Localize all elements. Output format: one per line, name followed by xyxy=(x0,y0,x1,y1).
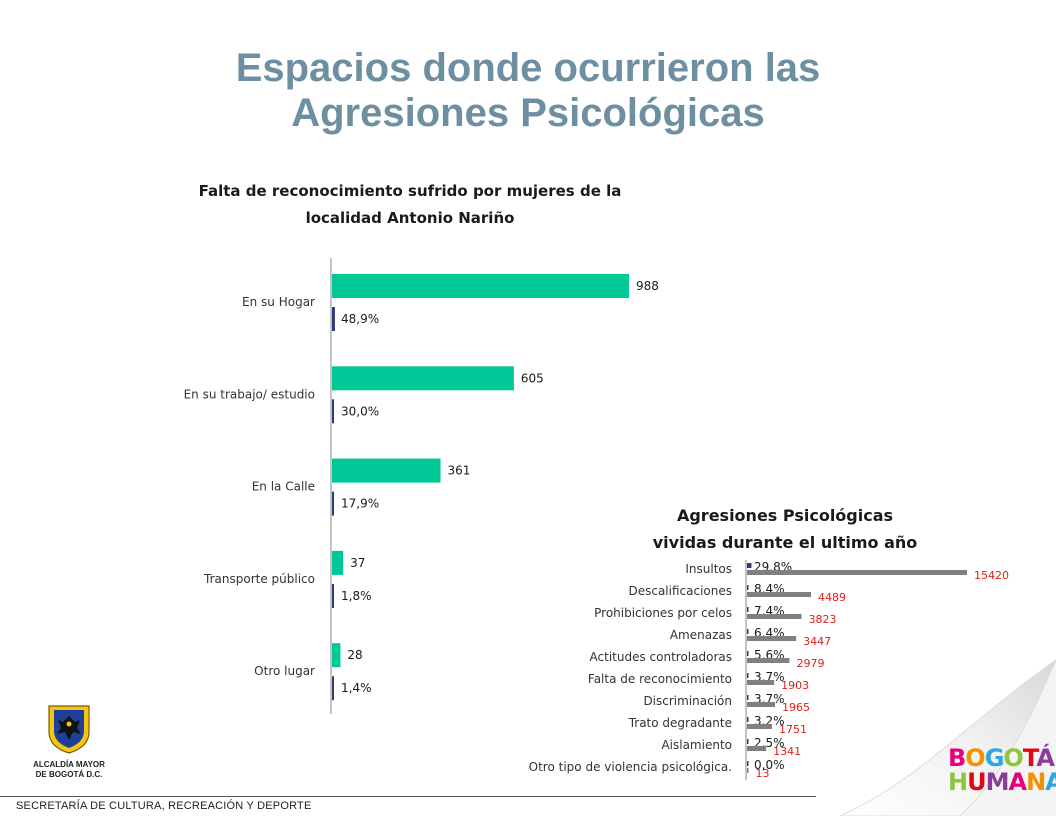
chart2-bar-count-insultos xyxy=(747,570,967,575)
bogota-humana-logo: BOGOTÁ HUMANA xyxy=(948,744,1056,796)
chart2-bar-pct-discriminacion xyxy=(747,695,749,700)
chart1-bar-pct-en-su-hogar xyxy=(332,307,335,331)
chart1-category-otro-lugar: Otro lugar xyxy=(254,664,315,678)
chart2-label-count-falta-de-reconocimiento: 1903 xyxy=(781,679,809,692)
chart2-bar-pct-insultos xyxy=(747,563,752,568)
chart2-category-trato-degradante: Trato degradante xyxy=(628,716,732,730)
chart1-bar-count-otro-lugar xyxy=(332,643,341,668)
chart2-category-discriminacion: Discriminación xyxy=(643,694,732,708)
chart2-label-count-otro-tipo-de-violencia-psicologica: 13 xyxy=(756,767,770,780)
logo-right-line2: HUMANA xyxy=(948,768,1056,796)
chart1-bar-pct-otro-lugar xyxy=(332,676,334,701)
chart1-bar-count-en-su-hogar xyxy=(332,274,629,298)
chart1-title-line2: localidad Antonio Nariño xyxy=(305,209,515,227)
chart2-bar-pct-trato-degradante xyxy=(747,717,749,722)
footer-divider xyxy=(0,796,816,797)
chart2-label-count-actitudes-controladoras: 2979 xyxy=(797,657,825,670)
chart1-title-line1: Falta de reconocimiento sufrido por muje… xyxy=(198,182,622,200)
alcaldia-logo: ALCALDÍA MAYOR DE BOGOTÁ D.C. xyxy=(16,702,122,780)
chart2-category-insultos: Insultos xyxy=(685,562,732,576)
chart2-category-aislamiento: Aislamiento xyxy=(661,738,732,752)
chart2-label-count-insultos: 15420 xyxy=(974,569,1009,582)
chart1-title: Falta de reconocimiento sufrido por muje… xyxy=(150,178,670,232)
chart1-label-pct-en-la-calle: 17,9% xyxy=(341,497,379,511)
chart1-category-en-su-hogar: En su Hogar xyxy=(242,295,315,309)
chart1-bar-pct-en-su-trabajo-estudio xyxy=(332,399,334,424)
chart2-bar-pct-otro-tipo-de-violencia-psicologica xyxy=(747,761,749,766)
chart2-bar-count-otro-tipo-de-violencia-psicologica xyxy=(747,768,749,773)
chart2-label-count-trato-degradante: 1751 xyxy=(779,723,807,736)
chart1-label-pct-en-su-hogar: 48,9% xyxy=(341,312,379,326)
logo-right-line1: BOGOTÁ xyxy=(948,744,1055,772)
chart1-label-count-en-su-hogar: 988 xyxy=(636,279,659,293)
chart2-bar-pct-actitudes-controladoras xyxy=(747,651,749,656)
chart2-category-prohibiciones-por-celos: Prohibiciones por celos xyxy=(594,606,732,620)
chart2-bar-count-amenazas xyxy=(747,636,797,641)
chart2-bar-count-discriminacion xyxy=(747,702,776,707)
chart2-label-count-prohibiciones-por-celos: 3823 xyxy=(809,613,837,626)
chart2-category-descalificaciones: Descalificaciones xyxy=(628,584,732,598)
chart2-category-otro-tipo-de-violencia-psicologica: Otro tipo de violencia psicológica. xyxy=(529,760,732,774)
slide-title-line1: Espacios donde ocurrieron las xyxy=(235,46,821,90)
chart2-label-count-amenazas: 3447 xyxy=(803,635,831,648)
chart1-label-pct-otro-lugar: 1,4% xyxy=(341,681,372,695)
logo-left-line2: DE BOGOTÁ D.C. xyxy=(35,770,103,779)
chart2-bar-count-trato-degradante xyxy=(747,724,772,729)
chart1-label-count-en-la-calle: 361 xyxy=(448,464,471,478)
chart1-bar-count-en-la-calle xyxy=(332,458,441,483)
chart1-label-count-otro-lugar: 28 xyxy=(347,648,362,662)
chart2-bar-pct-descalificaciones xyxy=(747,585,749,590)
chart2-category-falta-de-reconocimiento: Falta de reconocimiento xyxy=(588,672,732,686)
chart2-label-pct-otro-tipo-de-violencia-psicologica: 0,0% xyxy=(754,758,785,772)
chart1-bar-count-transporte-publico xyxy=(332,550,344,575)
chart2-title-line2: vividas durante el ultimo año xyxy=(652,533,918,552)
chart2-bar-count-aislamiento xyxy=(747,746,767,751)
chart2-bar-pct-falta-de-reconocimiento xyxy=(747,673,749,678)
chart1-label-count-transporte-publico: 37 xyxy=(350,556,365,570)
chart2-label-count-discriminacion: 1965 xyxy=(782,701,810,714)
chart2-bar-pct-amenazas xyxy=(747,629,749,634)
chart2-label-count-descalificaciones: 4489 xyxy=(818,591,846,604)
chart1-bar-pct-transporte-publico xyxy=(332,583,334,608)
chart2-category-actitudes-controladoras: Actitudes controladoras xyxy=(590,650,732,664)
chart1-label-pct-transporte-publico: 1,8% xyxy=(341,589,372,603)
coat-of-arms-icon xyxy=(48,705,90,754)
chart1-label-pct-en-su-trabajo-estudio: 30,0% xyxy=(341,404,379,418)
chart1-bar-count-en-su-trabajo-estudio xyxy=(332,366,514,391)
chart2-bar-count-prohibiciones-por-celos xyxy=(747,614,802,619)
chart1-category-en-la-calle: En la Calle xyxy=(252,480,315,494)
chart2-title: Agresiones Psicológicas vividas durante … xyxy=(630,502,940,556)
slide-title-line2: Agresiones Psicológicas xyxy=(291,91,765,135)
chart2-label-count-aislamiento: 1341 xyxy=(773,745,801,758)
chart1-bar-pct-en-la-calle xyxy=(332,491,334,516)
chart2-bar-count-falta-de-reconocimiento xyxy=(747,680,775,685)
chart2-title-line1: Agresiones Psicológicas xyxy=(676,506,894,525)
chart2-bar-count-descalificaciones xyxy=(747,592,812,597)
chart1-category-transporte-publico: Transporte público xyxy=(203,572,315,586)
chart1-category-en-su-trabajo-estudio: En su trabajo/ estudio xyxy=(184,387,315,401)
chart1-label-count-en-su-trabajo-estudio: 605 xyxy=(521,371,544,385)
logo-left-line1: ALCALDÍA MAYOR xyxy=(33,760,105,769)
chart2-bar-count-actitudes-controladoras xyxy=(747,658,790,663)
chart2-bar-pct-aislamiento xyxy=(747,739,749,744)
footer-text: SECRETARÍA DE CULTURA, RECREACIÓN Y DEPO… xyxy=(16,800,312,812)
chart2-category-amenazas: Amenazas xyxy=(670,628,732,642)
chart2-bar-pct-prohibiciones-por-celos xyxy=(747,607,749,612)
slide-title: Espacios donde ocurrieron las Agresiones… xyxy=(130,46,926,136)
